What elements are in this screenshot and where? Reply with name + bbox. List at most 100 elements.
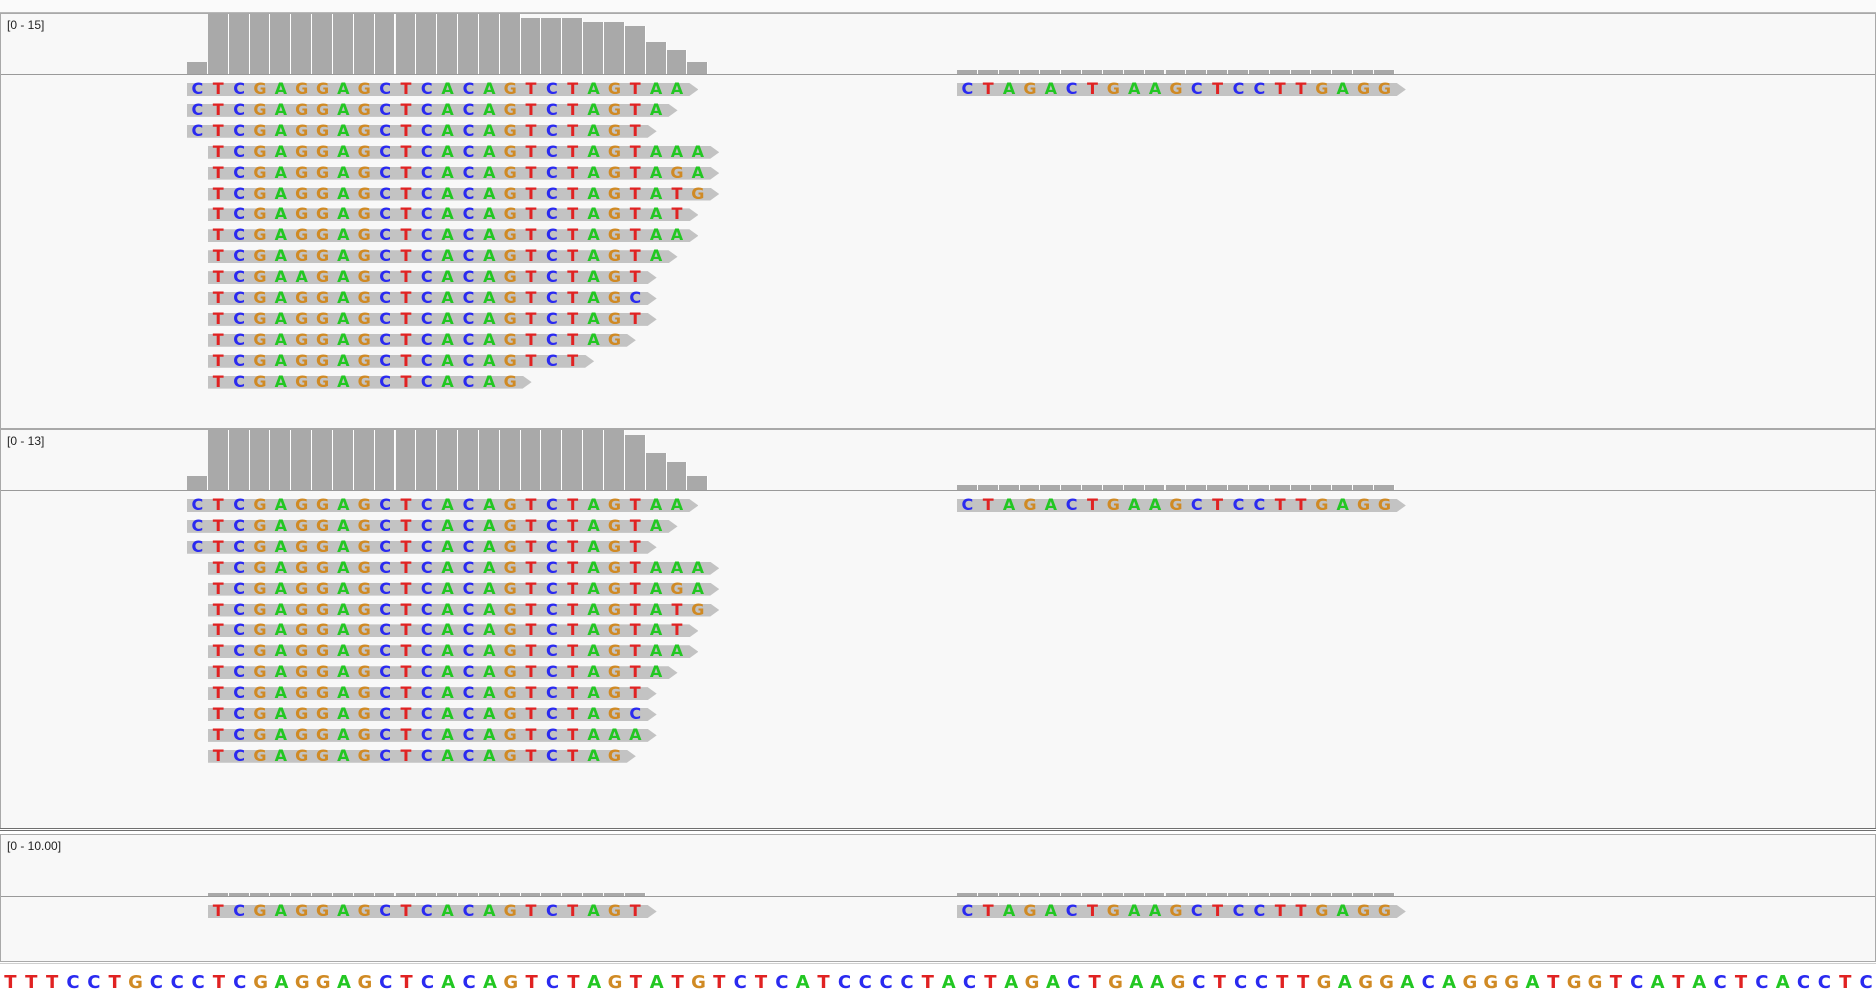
coverage-bar[interactable] bbox=[478, 893, 500, 896]
coverage-bar[interactable] bbox=[562, 430, 584, 490]
coverage-bar[interactable] bbox=[395, 14, 417, 74]
coverage-bar[interactable] bbox=[207, 893, 229, 896]
coverage-bar[interactable] bbox=[228, 893, 250, 896]
coverage-bar[interactable] bbox=[499, 893, 521, 896]
coverage-bar[interactable] bbox=[1207, 485, 1229, 490]
coverage-bar[interactable] bbox=[957, 485, 978, 490]
coverage-bar[interactable] bbox=[249, 893, 271, 896]
coverage-bar[interactable] bbox=[520, 430, 542, 490]
coverage-bar[interactable] bbox=[583, 893, 604, 896]
coverage-bar[interactable] bbox=[374, 893, 396, 896]
coverage-bar[interactable] bbox=[645, 453, 667, 490]
coverage-bar[interactable] bbox=[416, 893, 438, 896]
coverage-bar[interactable] bbox=[1061, 70, 1083, 74]
coverage-bar[interactable] bbox=[1311, 70, 1333, 74]
coverage-bar[interactable] bbox=[312, 893, 333, 896]
coverage-bar[interactable] bbox=[1207, 70, 1229, 74]
coverage-bar[interactable] bbox=[1123, 70, 1145, 74]
coverage-bar[interactable] bbox=[957, 70, 978, 74]
coverage-bar[interactable] bbox=[499, 14, 521, 74]
coverage-bar[interactable] bbox=[1186, 70, 1208, 74]
coverage-bar[interactable] bbox=[249, 430, 271, 490]
coverage-bar[interactable] bbox=[977, 893, 999, 896]
coverage-bar[interactable] bbox=[291, 14, 313, 74]
coverage-bar[interactable] bbox=[1311, 893, 1333, 896]
coverage-bar[interactable] bbox=[1165, 70, 1187, 74]
coverage-bar[interactable] bbox=[1290, 70, 1312, 74]
coverage-bar[interactable] bbox=[1019, 893, 1041, 896]
coverage-bar[interactable] bbox=[437, 893, 459, 896]
coverage-bar[interactable] bbox=[270, 893, 292, 896]
coverage-bar[interactable] bbox=[666, 462, 688, 490]
coverage-bar[interactable] bbox=[499, 430, 521, 490]
coverage-bar[interactable] bbox=[604, 430, 625, 490]
coverage-bar[interactable] bbox=[332, 14, 354, 74]
coverage-bar[interactable] bbox=[666, 50, 688, 74]
coverage-bar[interactable] bbox=[353, 430, 375, 490]
coverage-bar[interactable] bbox=[1207, 893, 1229, 896]
coverage-bar[interactable] bbox=[604, 22, 625, 74]
coverage-bar[interactable] bbox=[1061, 485, 1083, 490]
coverage-bar[interactable] bbox=[478, 14, 500, 74]
coverage-bar[interactable] bbox=[1040, 70, 1062, 74]
coverage-bar[interactable] bbox=[1102, 70, 1124, 74]
coverage-bar[interactable] bbox=[1019, 485, 1041, 490]
coverage-bar[interactable] bbox=[437, 14, 459, 74]
coverage-bar[interactable] bbox=[977, 70, 999, 74]
coverage-bar[interactable] bbox=[416, 14, 438, 74]
coverage-bar[interactable] bbox=[1374, 70, 1395, 74]
coverage-bar[interactable] bbox=[1228, 70, 1249, 74]
coverage-bar[interactable] bbox=[1248, 485, 1270, 490]
coverage-bar[interactable] bbox=[374, 14, 396, 74]
coverage-bar[interactable] bbox=[624, 26, 646, 74]
coverage-bar[interactable] bbox=[1269, 70, 1291, 74]
coverage-bar[interactable] bbox=[1290, 485, 1312, 490]
coverage-bar[interactable] bbox=[1248, 893, 1270, 896]
panel-divider[interactable] bbox=[0, 828, 1876, 831]
coverage-bar[interactable] bbox=[395, 430, 417, 490]
coverage-bar[interactable] bbox=[270, 430, 292, 490]
coverage-bar[interactable] bbox=[291, 893, 313, 896]
coverage-bar[interactable] bbox=[1019, 70, 1041, 74]
coverage-bar[interactable] bbox=[1374, 893, 1395, 896]
coverage-bar[interactable] bbox=[353, 893, 375, 896]
coverage-bar[interactable] bbox=[541, 893, 563, 896]
coverage-bar[interactable] bbox=[1040, 485, 1062, 490]
coverage-bar[interactable] bbox=[1144, 893, 1166, 896]
coverage-bar[interactable] bbox=[645, 42, 667, 74]
coverage-bar[interactable] bbox=[583, 22, 604, 74]
coverage-bar[interactable] bbox=[228, 14, 250, 74]
coverage-bar[interactable] bbox=[416, 430, 438, 490]
coverage-bar[interactable] bbox=[1332, 893, 1354, 896]
coverage-bar[interactable] bbox=[541, 430, 563, 490]
coverage-bar[interactable] bbox=[1123, 893, 1145, 896]
coverage-bar[interactable] bbox=[1353, 893, 1374, 896]
coverage-bar[interactable] bbox=[458, 893, 479, 896]
coverage-bar[interactable] bbox=[562, 18, 584, 74]
coverage-bar[interactable] bbox=[520, 18, 542, 74]
coverage-bar[interactable] bbox=[583, 430, 604, 490]
coverage-bar[interactable] bbox=[1040, 893, 1062, 896]
coverage-bar[interactable] bbox=[207, 14, 229, 74]
coverage-bar[interactable] bbox=[1082, 485, 1103, 490]
coverage-bar[interactable] bbox=[998, 893, 1020, 896]
coverage-bar[interactable] bbox=[395, 893, 417, 896]
coverage-bar[interactable] bbox=[624, 893, 646, 896]
